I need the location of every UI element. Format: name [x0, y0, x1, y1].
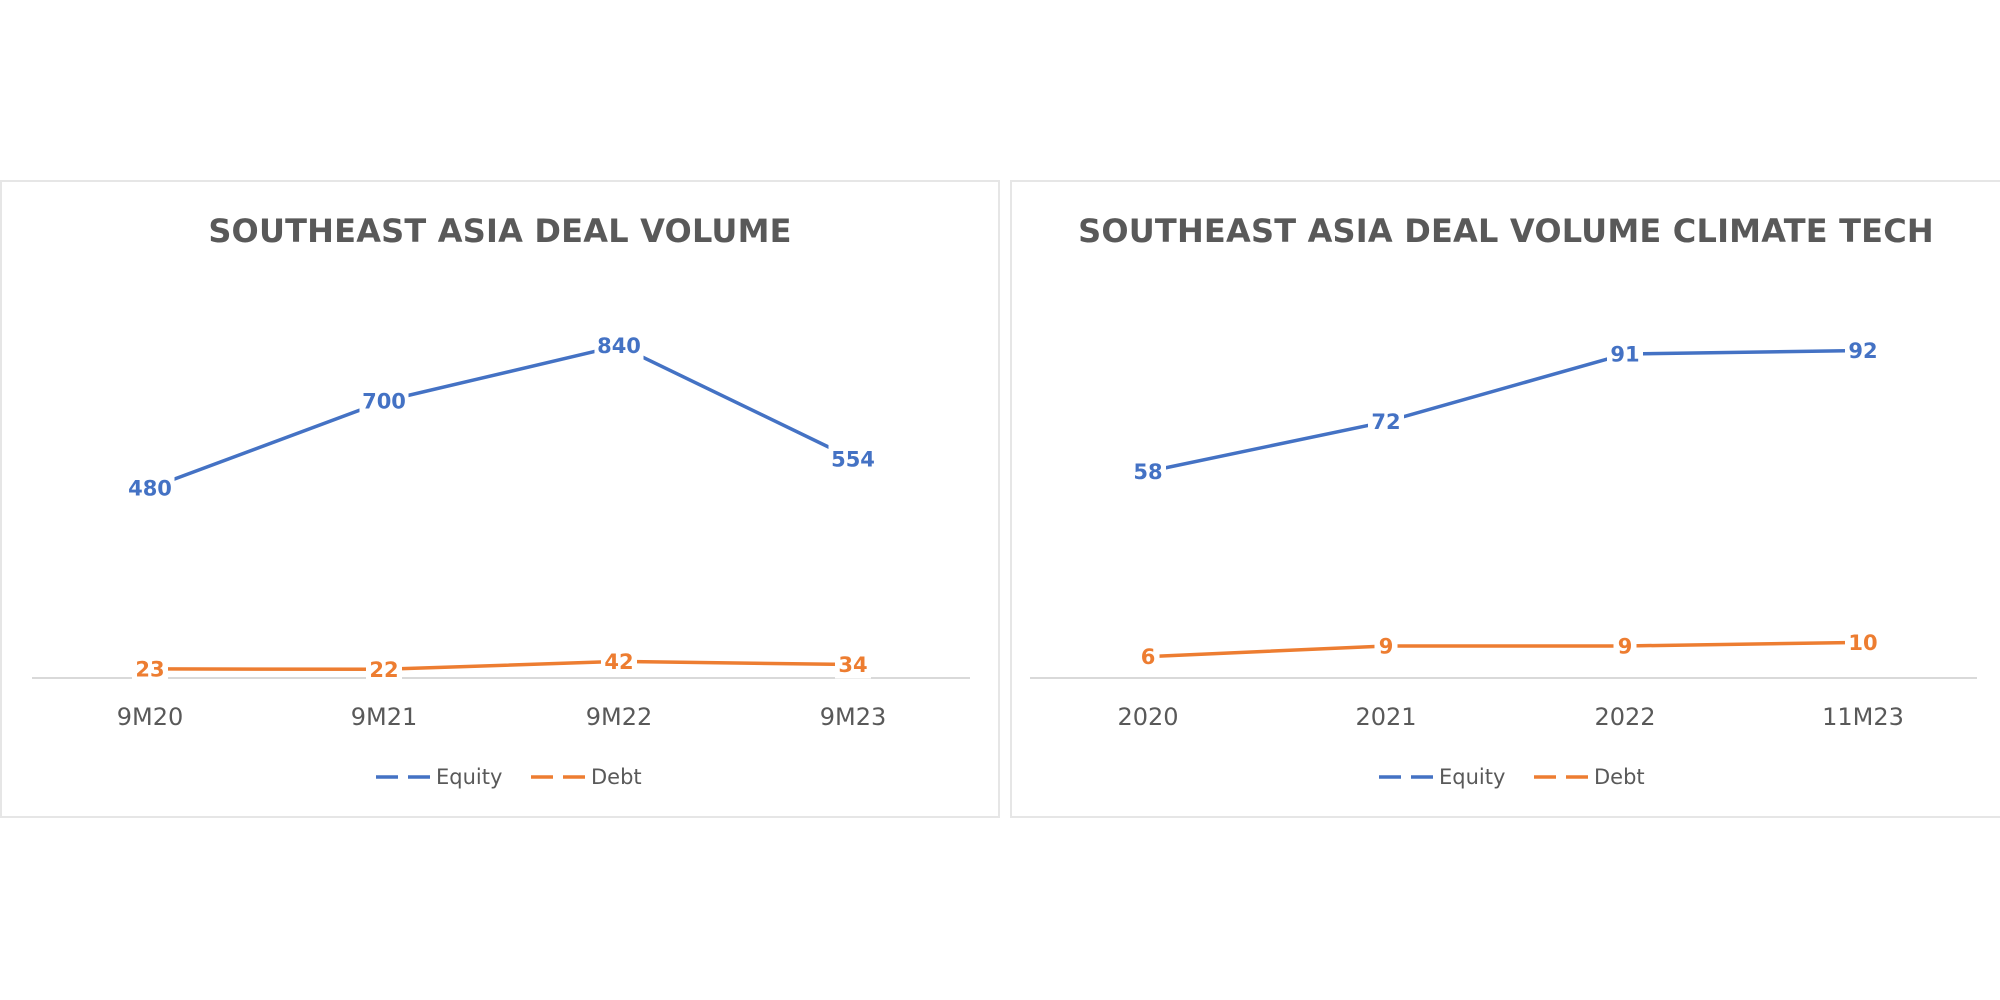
- data-label-debt: 22: [369, 658, 398, 682]
- series-line-debt: [1146, 640, 1865, 659]
- chart-plot-climate-tech: 2020 2021 2022 11M23 58 72 91 92 6 9 9 10 Equity Debt: [1030, 336, 1977, 789]
- legend-label-equity: Equity: [436, 765, 502, 789]
- data-label-background: [366, 655, 402, 684]
- chart-title: SOUTHEAST ASIA DEAL VOLUME: [208, 212, 792, 250]
- chart-plot-deal-volume: 9M20 9M21 9M22 9M23 480 700 840 554 23 22 42 34 Equi…: [32, 331, 970, 789]
- data-label-equity: 58: [1133, 460, 1162, 484]
- data-label-debt: 10: [1848, 631, 1877, 655]
- data-label-equity: 840: [597, 334, 641, 358]
- data-label-background: [594, 331, 644, 360]
- data-label-debt: 9: [1618, 634, 1633, 658]
- x-tick-label: 9M21: [351, 703, 418, 731]
- data-label-equity: 554: [831, 447, 875, 471]
- series-line-equity: [1146, 348, 1865, 474]
- x-tick-label: 9M22: [586, 703, 653, 731]
- x-tick-label: 9M20: [117, 703, 184, 731]
- data-label-equity: 480: [128, 477, 172, 501]
- series-line-debt: [148, 659, 855, 672]
- data-label-background: [601, 647, 637, 676]
- x-tick-label: 11M23: [1822, 703, 1904, 731]
- data-label-debt: 42: [604, 650, 633, 674]
- data-label-background: [359, 387, 409, 416]
- data-label-background: [132, 654, 168, 683]
- data-label-background: [1845, 336, 1881, 365]
- data-label-background: [1368, 407, 1404, 436]
- chart-panel-deal-volume: SOUTHEAST ASIA DEAL VOLUME 9M20 9M21 9M22 9…: [0, 180, 1000, 818]
- data-label-equity: 92: [1848, 339, 1877, 363]
- chart-title: SOUTHEAST ASIA DEAL VOLUME CLIMATE TECH: [1078, 212, 1934, 250]
- legend-label-debt: Debt: [1594, 765, 1645, 789]
- data-label-debt: 23: [135, 657, 164, 681]
- data-label-equity: 700: [362, 390, 406, 414]
- data-label-background: [828, 444, 878, 473]
- data-label-debt: 34: [838, 653, 867, 677]
- data-label-background: [1374, 631, 1398, 660]
- data-label-background: [125, 474, 175, 503]
- chart-panel-climate-tech: SOUTHEAST ASIA DEAL VOLUME CLIMATE TECH …: [1010, 180, 2000, 818]
- data-label-background: [1613, 631, 1637, 660]
- data-label-background: [1845, 628, 1881, 657]
- data-label-debt: 9: [1379, 634, 1394, 658]
- data-label-background: [1130, 457, 1166, 486]
- data-label-debt: 6: [1141, 645, 1156, 669]
- x-tick-label: 2021: [1355, 703, 1416, 731]
- x-tick-label: 9M23: [820, 703, 887, 731]
- legend-label-debt: Debt: [591, 765, 642, 789]
- data-label-equity: 72: [1371, 410, 1400, 434]
- data-label-background: [835, 650, 871, 679]
- legend-label-equity: Equity: [1439, 765, 1505, 789]
- series-line-equity: [148, 343, 855, 490]
- x-tick-label: 2020: [1117, 703, 1178, 731]
- data-label-background: [1607, 340, 1643, 369]
- x-tick-label: 2022: [1594, 703, 1655, 731]
- data-label-equity: 91: [1610, 343, 1639, 367]
- data-label-background: [1136, 642, 1160, 671]
